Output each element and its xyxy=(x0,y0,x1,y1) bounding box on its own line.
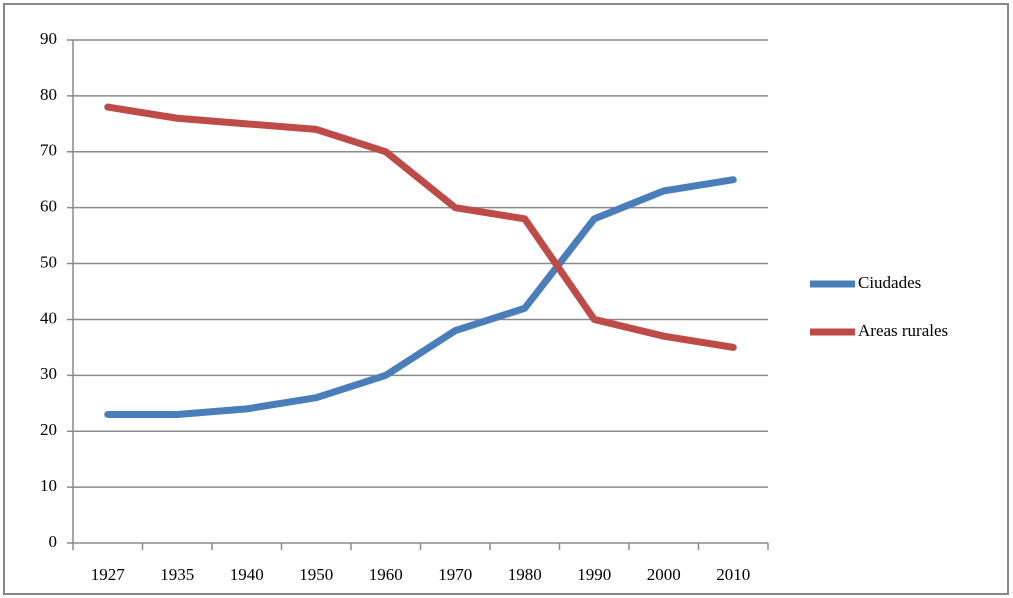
y-tick-label: 20 xyxy=(40,420,57,439)
y-tick-label: 70 xyxy=(40,141,57,160)
x-tick-label: 1960 xyxy=(369,565,403,584)
x-tick-label: 1935 xyxy=(160,565,194,584)
chart-border xyxy=(3,3,1009,595)
series-line xyxy=(104,103,737,351)
x-tick-label: 2000 xyxy=(647,565,681,584)
x-tick-label: 2010 xyxy=(716,565,750,584)
y-tick-label: 90 xyxy=(40,29,57,48)
series-line xyxy=(104,176,737,418)
x-tick-label: 1990 xyxy=(577,565,611,584)
legend-label: Areas rurales xyxy=(858,321,948,340)
y-tick-label: 50 xyxy=(40,252,57,271)
x-tick-label: 1950 xyxy=(299,565,333,584)
y-tick-label: 30 xyxy=(40,364,57,383)
legend-label: Ciudades xyxy=(858,273,921,292)
x-tick-label: 1980 xyxy=(508,565,542,584)
y-tick-label: 40 xyxy=(40,308,57,327)
x-tick-label: 1940 xyxy=(230,565,264,584)
x-tick-label: 1927 xyxy=(91,565,126,584)
y-tick-label: 0 xyxy=(49,532,58,551)
x-tick-label: 1970 xyxy=(438,565,472,584)
y-tick-label: 60 xyxy=(40,197,57,216)
y-tick-label: 10 xyxy=(40,476,57,495)
y-tick-label: 80 xyxy=(40,85,57,104)
